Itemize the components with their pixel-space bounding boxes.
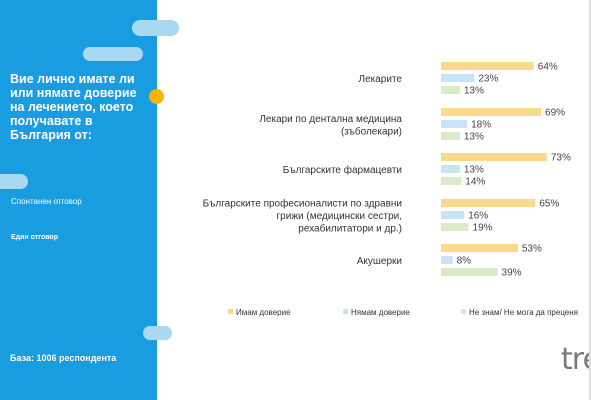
category-label-4-line-2: грижи (медицински сестри, xyxy=(277,211,402,222)
data-label-5-2: 8% xyxy=(457,256,472,267)
bar-4-series-2 xyxy=(441,211,465,219)
spontaneous-answer-note: Спонтанен отговор xyxy=(11,197,82,206)
data-label-4-1: 65% xyxy=(539,199,559,210)
category-label-2-line-1: Лекари по дентална медицина xyxy=(259,114,402,125)
data-label-5-3: 39% xyxy=(502,268,522,279)
legend-swatch-2 xyxy=(343,309,348,314)
legend-label-3: Не знам/ Не мога да преценя xyxy=(469,308,578,317)
bar-4-series-1 xyxy=(441,199,536,207)
bar-3-series-2 xyxy=(441,165,460,173)
bar-2-series-3 xyxy=(441,132,460,140)
accent-dot xyxy=(149,89,164,104)
data-label-3-3: 14% xyxy=(465,177,485,188)
data-label-2-2: 18% xyxy=(471,120,491,131)
bar-2-series-1 xyxy=(441,108,542,116)
bar-5-series-1 xyxy=(441,244,518,252)
data-label-1-3: 13% xyxy=(464,86,484,97)
data-label-4-3: 19% xyxy=(473,223,493,234)
legend-label-2: Нямам доверие xyxy=(351,308,410,317)
legend-label-1: Имам доверие xyxy=(236,308,291,317)
data-label-2-1: 69% xyxy=(545,108,565,119)
decor-pill-top xyxy=(132,20,179,36)
category-label-4-line-1: Българските професионалисти по здравни xyxy=(203,198,402,210)
decor-pill-bottom xyxy=(143,326,172,340)
data-label-3-2: 13% xyxy=(464,165,484,176)
data-label-1-1: 64% xyxy=(538,62,558,73)
decor-pill-upper xyxy=(83,47,143,61)
survey-question: Вие лично имате ли или нямате доверие на… xyxy=(10,72,137,142)
single-answer-note: Един отговор xyxy=(11,234,58,241)
slide-edge-line xyxy=(589,0,591,400)
bar-5-series-2 xyxy=(441,256,453,264)
decor-pill-left xyxy=(0,174,28,189)
sample-base-note: База: 1006 респондента xyxy=(10,353,117,363)
data-label-1-2: 23% xyxy=(478,74,498,85)
bar-3-series-1 xyxy=(441,153,547,161)
legend-swatch-3 xyxy=(461,309,466,314)
category-label-3-line-1: Българските фармацевти xyxy=(283,164,402,176)
category-label-1-line-1: Лекарите xyxy=(359,74,403,85)
bar-3-series-3 xyxy=(441,177,462,185)
legend-swatch-1 xyxy=(228,309,233,314)
category-label-2-line-2: (зъболекари) xyxy=(341,125,402,137)
bar-2-series-2 xyxy=(441,120,468,128)
bar-4-series-3 xyxy=(441,223,469,231)
category-label-4-line-3: рехабилитатори и др.) xyxy=(298,223,402,235)
brand-logo: tre xyxy=(561,342,591,377)
bar-1-series-1 xyxy=(441,62,534,70)
category-label-5-line-1: Акушерки xyxy=(357,256,402,267)
bar-5-series-3 xyxy=(441,268,498,276)
data-label-3-1: 73% xyxy=(551,153,571,164)
data-label-5-1: 53% xyxy=(522,244,542,255)
bar-1-series-2 xyxy=(441,74,475,82)
data-label-2-3: 13% xyxy=(464,132,484,143)
sidebar xyxy=(0,0,157,400)
bar-1-series-3 xyxy=(441,86,460,94)
data-label-4-2: 16% xyxy=(468,211,488,222)
